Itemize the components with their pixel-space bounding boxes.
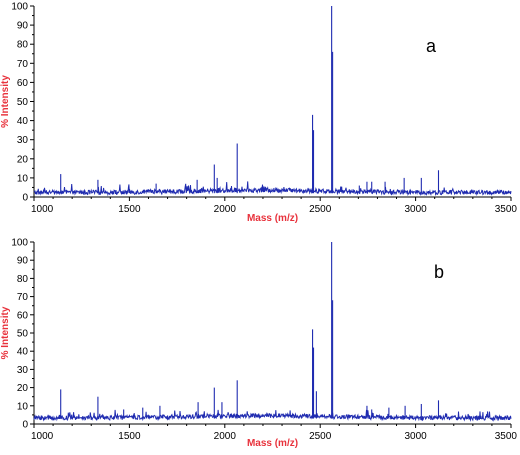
x-tick-label: 3500 [495, 431, 518, 442]
y-tick-label: 70 [17, 59, 29, 70]
y-tick-label: 30 [17, 135, 29, 146]
spectrum-baseline-trace [33, 409, 512, 422]
y-tick-label: 90 [17, 256, 29, 267]
y-tick-label: 40 [17, 347, 29, 358]
x-tick-label: 2000 [214, 204, 237, 215]
x-tick-label: 2000 [214, 431, 237, 442]
y-tick-label: 50 [17, 329, 29, 340]
x-tick-label: 1500 [118, 204, 141, 215]
spectrum-baseline-trace [33, 181, 512, 197]
y-tick-label: 20 [17, 383, 29, 394]
y-tick-label: 0 [22, 193, 28, 204]
y-tick-label: 80 [17, 40, 29, 51]
x-tick-label: 1000 [31, 204, 54, 215]
x-tick-label: 3000 [404, 204, 427, 215]
y-tick-label: 10 [17, 401, 29, 412]
x-tick-label: 1000 [31, 431, 54, 442]
y-tick-label: 100 [11, 238, 28, 249]
y-tick-label: 40 [17, 116, 29, 127]
y-tick-label: 100 [11, 2, 28, 13]
chart-panel-b: 0 10 20 30 40 50 60 70 80 90 100 1000 1500 2000 2500 30… [0, 238, 517, 450]
x-tick-label: 2500 [309, 204, 332, 215]
y-tick-label: 0 [22, 420, 28, 431]
y-tick-label: 80 [17, 274, 29, 285]
y-axis-title: % Intensity [0, 75, 11, 128]
y-tick-label: 10 [17, 173, 29, 184]
x-tick-label: 2500 [309, 431, 332, 442]
chart-panel-a: 0 10 20 30 40 50 60 70 80 90 100 1000 1500 2000 2500 30… [0, 2, 517, 225]
y-tick-label: 30 [17, 365, 29, 376]
y-tick-label: 60 [17, 78, 29, 89]
y-axis-title: % Intensity [0, 306, 11, 359]
y-tick-label: 60 [17, 310, 29, 321]
panel-label: a [426, 36, 437, 56]
y-tick-label: 90 [17, 21, 29, 32]
y-tick-label: 70 [17, 292, 29, 303]
y-tick-label: 50 [17, 97, 29, 108]
x-tick-label: 1500 [118, 431, 141, 442]
panel-label: b [434, 262, 444, 282]
x-tick-label: 3500 [495, 204, 518, 215]
x-axis-title: Mass (m/z) [247, 438, 298, 449]
x-axis-title: Mass (m/z) [247, 213, 298, 224]
y-tick-label: 20 [17, 154, 29, 165]
x-tick-label: 3000 [404, 431, 427, 442]
